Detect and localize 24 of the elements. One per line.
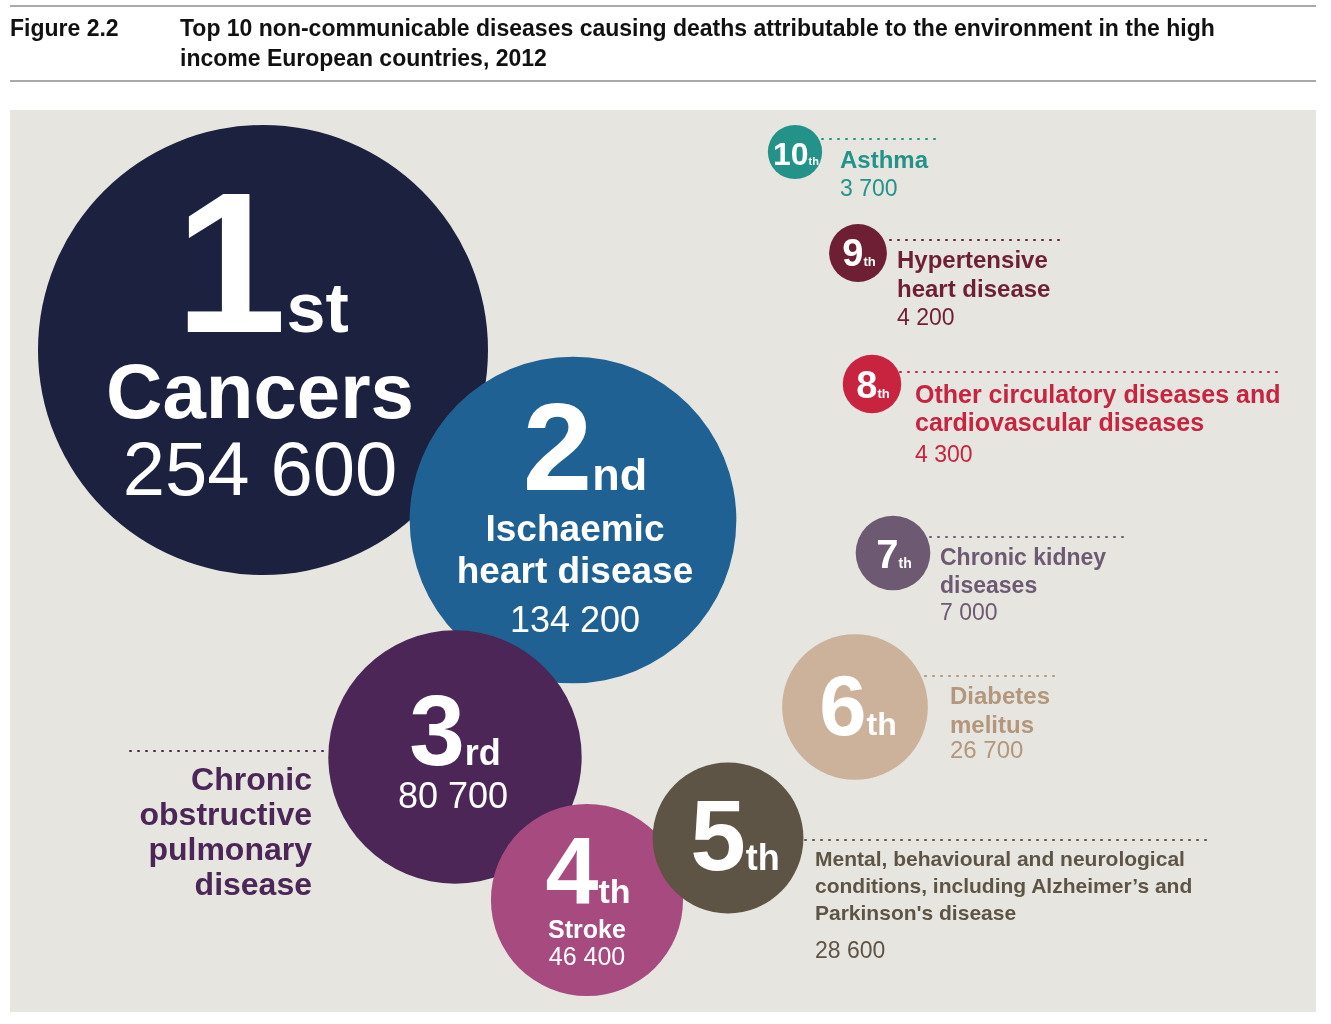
category-label: Ischaemic heart disease <box>456 508 694 591</box>
category-label: Hypertensive heart disease <box>897 246 1051 302</box>
data-label: 134 200 <box>509 599 641 640</box>
text: 6th <box>819 658 897 753</box>
category-label: Asthma <box>840 146 929 173</box>
text: 9th <box>842 232 876 274</box>
text: 10th <box>773 136 819 172</box>
data-label: 28 600 <box>815 937 886 963</box>
category-label: Mental, behavioural and neurological conditions, including Alzheimer’s and Parkinson's disease <box>815 847 1193 924</box>
category-label: Chronic kidney diseases <box>940 544 1107 598</box>
data-label: 26 700 <box>950 736 1024 763</box>
text: Top 10 non-communicable diseases causing deaths attributable to the environment in the high income European countries, 2012 <box>180 15 1215 71</box>
data-label: 4 200 <box>897 304 955 330</box>
text: 8th <box>856 364 890 406</box>
data-label: 7 000 <box>940 599 998 625</box>
category-label: Other circulatory diseases and cardiovascular diseases <box>915 380 1281 436</box>
text: 7th <box>876 532 912 576</box>
data-label: 3 700 <box>840 175 898 201</box>
caption: Figure 2.2 <box>10 15 119 41</box>
text: 5th <box>690 779 780 891</box>
data-label: 4 300 <box>915 441 973 467</box>
category-label: Diabetes melitus <box>950 682 1051 738</box>
data-label: 46 400 <box>548 942 626 970</box>
category-label: Chronic obstructive pulmonary disease <box>139 761 313 902</box>
